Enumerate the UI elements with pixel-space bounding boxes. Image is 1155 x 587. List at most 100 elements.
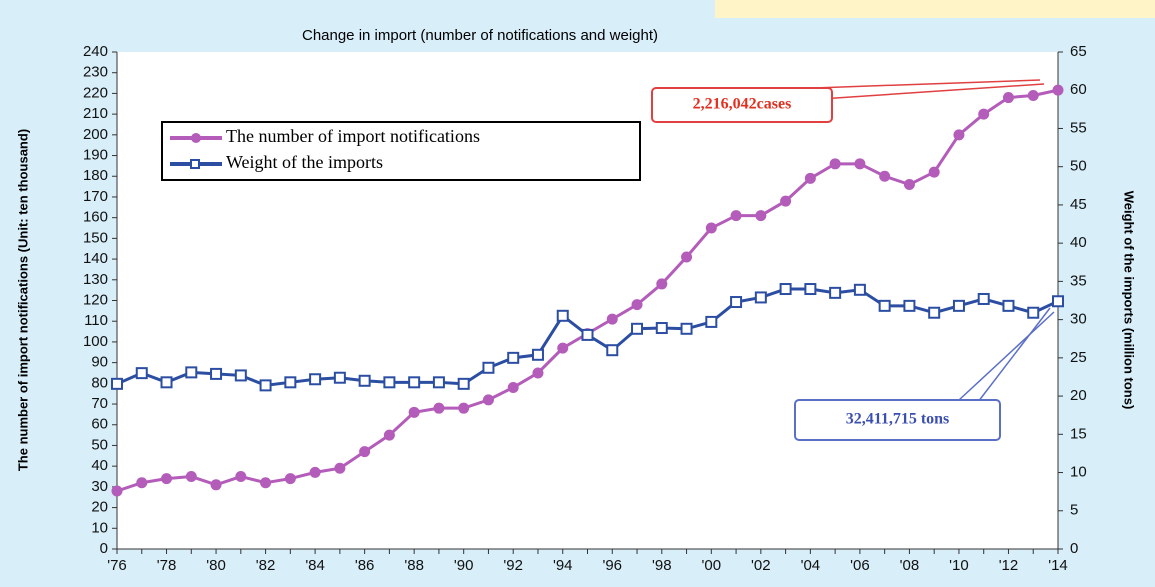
point bbox=[730, 210, 742, 222]
point bbox=[210, 367, 223, 380]
y2-tick-label: 30 bbox=[1070, 311, 1087, 328]
point bbox=[903, 179, 915, 191]
legend: The number of import notifications Weight… bbox=[161, 121, 641, 181]
callout-line bbox=[813, 79, 1041, 89]
y-tick-label: 40 bbox=[91, 457, 108, 474]
point bbox=[334, 462, 346, 474]
y-tick-label: 0 bbox=[100, 540, 108, 557]
x-tick-label: '14 bbox=[1048, 557, 1068, 574]
y-tick-label: 150 bbox=[83, 229, 108, 246]
legend-label: The number of import notifications bbox=[226, 126, 480, 146]
y-tick-label: 110 bbox=[84, 312, 108, 329]
y2-tick-label: 45 bbox=[1070, 196, 1087, 213]
y2-axis-label: Weight of the imports (million tons) bbox=[1122, 191, 1137, 410]
callout-box bbox=[651, 87, 833, 123]
y-tick-label: 230 bbox=[83, 64, 108, 81]
y-tick-label: 220 bbox=[83, 84, 108, 101]
point bbox=[730, 296, 743, 309]
point bbox=[185, 471, 197, 483]
y2-tick-label: 0 bbox=[1070, 540, 1078, 557]
point bbox=[977, 292, 990, 305]
point bbox=[557, 342, 569, 354]
point bbox=[284, 473, 296, 485]
point bbox=[952, 299, 965, 312]
callout-box bbox=[794, 399, 1001, 441]
y-axis-label: The number of import notifications (Unit… bbox=[15, 129, 30, 471]
y2-tick-label: 60 bbox=[1070, 81, 1087, 98]
callout-line bbox=[958, 311, 1055, 401]
point bbox=[135, 367, 148, 380]
y-tick-label: 10 bbox=[91, 519, 108, 536]
point bbox=[978, 108, 990, 120]
point bbox=[606, 344, 619, 357]
y-tick-label: 20 bbox=[91, 499, 108, 516]
point bbox=[458, 402, 470, 414]
point bbox=[235, 471, 247, 483]
point bbox=[457, 377, 470, 390]
point bbox=[1002, 299, 1015, 312]
point bbox=[1052, 84, 1064, 96]
point bbox=[680, 322, 693, 335]
y-tick-label: 70 bbox=[91, 395, 108, 412]
point bbox=[631, 322, 644, 335]
point bbox=[432, 376, 445, 389]
legend-box bbox=[161, 121, 641, 181]
x-tick-label: '10 bbox=[949, 557, 969, 574]
point bbox=[705, 315, 718, 328]
point bbox=[581, 328, 594, 341]
annotations: 2,216,042cases 32,411,715 tons bbox=[651, 79, 1055, 441]
y-tick-label: 90 bbox=[91, 354, 108, 371]
y2-tick-label: 5 bbox=[1070, 502, 1078, 519]
point bbox=[705, 222, 717, 234]
point bbox=[755, 210, 767, 222]
point bbox=[383, 376, 396, 389]
callout-line bbox=[978, 307, 1051, 401]
x-tick-label: '12 bbox=[999, 557, 1019, 574]
point bbox=[284, 376, 297, 389]
x-tick-label: '86 bbox=[355, 557, 375, 574]
point bbox=[482, 394, 494, 406]
point bbox=[779, 283, 792, 296]
y-tick-label: 160 bbox=[83, 209, 108, 226]
point bbox=[1027, 89, 1039, 101]
point bbox=[111, 485, 123, 497]
chart-title: Change in import (number of notification… bbox=[302, 27, 658, 44]
point bbox=[829, 286, 842, 299]
point bbox=[1052, 295, 1064, 308]
point bbox=[879, 170, 891, 182]
point bbox=[928, 306, 941, 319]
y2-tick-label: 35 bbox=[1070, 272, 1087, 289]
x-tick-label: '06 bbox=[850, 557, 870, 574]
legend-label: Weight of the imports bbox=[226, 152, 383, 172]
y2-tick-label: 65 bbox=[1070, 43, 1087, 60]
point bbox=[507, 351, 520, 364]
x-tick-label: '92 bbox=[503, 557, 523, 574]
x-tick-label: '76 bbox=[107, 557, 127, 574]
point bbox=[754, 291, 767, 304]
point bbox=[1002, 92, 1014, 104]
y-tick-label: 30 bbox=[91, 478, 108, 495]
y-tick-label: 80 bbox=[91, 374, 108, 391]
point bbox=[656, 278, 668, 290]
y-tick-label: 120 bbox=[83, 291, 108, 308]
legend-marker bbox=[190, 159, 200, 169]
point bbox=[111, 377, 123, 390]
y-tick-label: 210 bbox=[83, 105, 108, 122]
point bbox=[681, 251, 693, 263]
point bbox=[532, 367, 544, 379]
x-tick-label: '04 bbox=[801, 557, 821, 574]
point bbox=[804, 283, 817, 296]
x-tick-label: '80 bbox=[206, 557, 226, 574]
x-tick-label: '08 bbox=[900, 557, 920, 574]
x-tick-label: '78 bbox=[157, 557, 177, 574]
point bbox=[556, 309, 569, 322]
point bbox=[234, 369, 247, 382]
x-tick-label: '84 bbox=[305, 557, 325, 574]
point bbox=[185, 366, 198, 379]
point bbox=[333, 371, 346, 384]
y2-tick-label: 55 bbox=[1070, 119, 1087, 136]
x-tick-label: '88 bbox=[404, 557, 424, 574]
x-tick-label: '02 bbox=[751, 557, 771, 574]
point bbox=[433, 402, 445, 414]
